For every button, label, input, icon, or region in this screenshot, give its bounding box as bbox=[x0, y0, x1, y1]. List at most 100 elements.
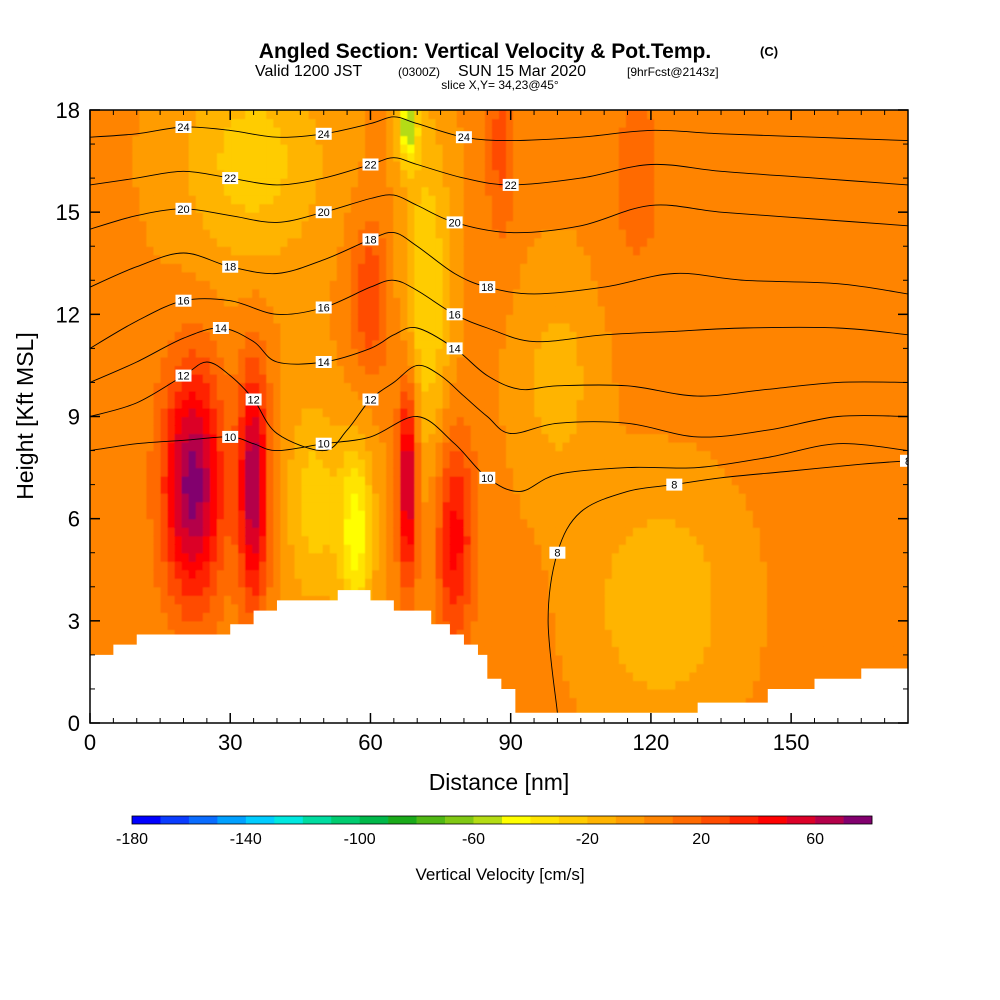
velocity-cell bbox=[315, 348, 324, 358]
velocity-cell bbox=[343, 501, 352, 511]
velocity-cell bbox=[350, 152, 359, 162]
velocity-cell bbox=[407, 459, 415, 469]
velocity-cell bbox=[238, 501, 246, 511]
velocity-cell bbox=[231, 305, 239, 315]
velocity-cell bbox=[407, 118, 415, 128]
velocity-cell bbox=[294, 135, 303, 145]
velocity-cell bbox=[400, 203, 408, 213]
velocity-cell bbox=[287, 382, 296, 392]
velocity-cell bbox=[350, 135, 359, 145]
velocity-cell bbox=[90, 288, 98, 298]
velocity-cell bbox=[153, 612, 162, 622]
velocity-cell bbox=[350, 442, 359, 452]
velocity-cell bbox=[202, 561, 211, 571]
velocity-cell bbox=[104, 135, 112, 145]
velocity-cell bbox=[484, 382, 493, 392]
velocity-cell bbox=[287, 586, 296, 596]
velocity-cell bbox=[301, 169, 310, 179]
velocity-cell bbox=[132, 527, 140, 537]
velocity-cell bbox=[379, 527, 387, 537]
velocity-cell bbox=[125, 433, 133, 443]
velocity-cell bbox=[329, 416, 338, 426]
velocity-cell bbox=[118, 297, 126, 307]
velocity-cell bbox=[195, 407, 204, 418]
velocity-cell bbox=[97, 246, 105, 256]
velocity-cell bbox=[393, 365, 401, 375]
velocity-cell bbox=[209, 612, 218, 622]
velocity-cell bbox=[527, 220, 535, 230]
velocity-cell bbox=[513, 390, 521, 401]
velocity-cell bbox=[111, 620, 119, 630]
velocity-cell bbox=[548, 280, 557, 290]
velocity-cell bbox=[90, 322, 98, 332]
velocity-cell bbox=[111, 407, 119, 418]
velocity-cell bbox=[421, 212, 430, 222]
velocity-cell bbox=[513, 442, 521, 452]
velocity-cell bbox=[322, 178, 331, 188]
velocity-cell bbox=[111, 510, 119, 520]
velocity-cell bbox=[470, 586, 479, 596]
velocity-cell bbox=[273, 467, 281, 477]
velocity-cell bbox=[506, 254, 514, 264]
velocity-cell bbox=[111, 152, 119, 162]
velocity-cell bbox=[104, 220, 112, 230]
velocity-cell bbox=[435, 152, 444, 162]
velocity-cell bbox=[520, 561, 528, 571]
velocity-cell bbox=[576, 646, 585, 656]
velocity-cell bbox=[146, 544, 155, 554]
velocity-cell bbox=[280, 339, 289, 349]
velocity-cell bbox=[463, 493, 472, 503]
velocity-cell bbox=[104, 425, 112, 435]
velocity-cell bbox=[322, 271, 331, 281]
velocity-cell bbox=[273, 169, 281, 179]
velocity-cell bbox=[379, 152, 387, 162]
velocity-cell bbox=[506, 118, 514, 128]
velocity-cell bbox=[442, 569, 451, 579]
velocity-cell bbox=[167, 569, 176, 579]
velocity-cell bbox=[329, 237, 338, 247]
velocity-cell bbox=[400, 373, 408, 384]
velocity-cell bbox=[336, 399, 345, 409]
velocity-cell bbox=[139, 229, 148, 239]
velocity-cell bbox=[188, 152, 197, 162]
velocity-cell bbox=[428, 578, 437, 588]
velocity-cell bbox=[146, 442, 155, 452]
velocity-cell bbox=[280, 356, 289, 367]
velocity-cell bbox=[569, 552, 578, 562]
velocity-cell bbox=[252, 552, 260, 562]
velocity-cell bbox=[287, 416, 296, 426]
velocity-cell bbox=[548, 161, 557, 171]
velocity-cell bbox=[407, 305, 415, 315]
velocity-cell bbox=[181, 305, 190, 315]
velocity-cell bbox=[527, 365, 535, 375]
velocity-cell bbox=[400, 297, 408, 307]
velocity-cell bbox=[118, 246, 126, 256]
velocity-cell bbox=[181, 578, 190, 588]
velocity-cell bbox=[209, 416, 218, 426]
velocity-cell bbox=[456, 476, 465, 486]
velocity-cell bbox=[456, 178, 465, 188]
velocity-cell bbox=[414, 501, 423, 511]
velocity-cell bbox=[541, 246, 549, 256]
velocity-cell bbox=[555, 203, 564, 213]
velocity-cell bbox=[315, 195, 324, 205]
velocity-cell bbox=[153, 493, 162, 503]
velocity-cell bbox=[548, 305, 557, 315]
velocity-cell bbox=[513, 348, 521, 358]
velocity-cell bbox=[548, 110, 557, 120]
velocity-cell bbox=[209, 365, 218, 375]
velocity-cell bbox=[287, 433, 296, 443]
velocity-cell bbox=[541, 442, 549, 452]
velocity-cell bbox=[393, 339, 401, 349]
velocity-cell bbox=[167, 450, 176, 460]
velocity-cell bbox=[350, 339, 359, 349]
velocity-cell bbox=[365, 527, 373, 537]
velocity-cell bbox=[484, 322, 493, 332]
velocity-cell bbox=[357, 552, 366, 562]
velocity-cell bbox=[506, 459, 514, 469]
velocity-cell bbox=[287, 322, 296, 332]
velocity-cell bbox=[428, 603, 437, 613]
velocity-cell bbox=[527, 280, 535, 290]
velocity-cell bbox=[181, 629, 190, 639]
velocity-cell bbox=[463, 501, 472, 511]
